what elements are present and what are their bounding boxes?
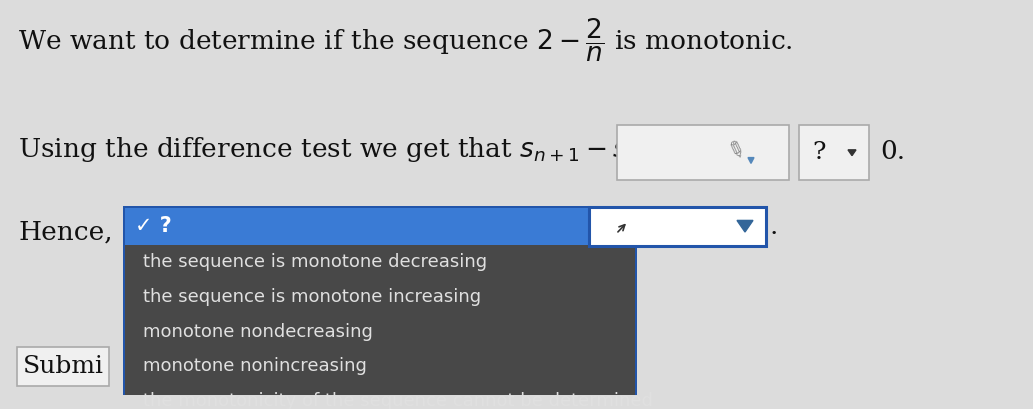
Text: 0.: 0. [880, 139, 905, 164]
Text: We want to determine if the sequence $2 - \dfrac{2}{n}$ is monotonic.: We want to determine if the sequence $2 … [18, 17, 792, 64]
Polygon shape [737, 220, 753, 232]
FancyBboxPatch shape [617, 125, 789, 180]
Text: the monotonicity of the sequence cannot be determined: the monotonicity of the sequence cannot … [143, 392, 653, 409]
Polygon shape [748, 157, 754, 163]
FancyBboxPatch shape [125, 245, 635, 409]
Polygon shape [848, 150, 856, 156]
FancyBboxPatch shape [17, 347, 109, 386]
Text: .: . [770, 214, 779, 239]
Text: ✎: ✎ [723, 139, 747, 164]
Text: Hence,: Hence, [18, 220, 113, 245]
Text: ✓ ?: ✓ ? [135, 216, 171, 236]
Text: the sequence is monotone decreasing: the sequence is monotone decreasing [143, 253, 488, 271]
FancyBboxPatch shape [123, 206, 637, 409]
FancyBboxPatch shape [799, 125, 869, 180]
Text: ?: ? [812, 141, 825, 164]
Text: Using the difference test we get that $s_{n+1} - s_n =$: Using the difference test we get that $s… [18, 135, 665, 164]
Text: Submi: Submi [23, 355, 103, 378]
FancyBboxPatch shape [125, 208, 635, 245]
Text: monotone nondecreasing: monotone nondecreasing [143, 323, 373, 341]
FancyBboxPatch shape [589, 207, 766, 245]
Text: the sequence is monotone increasing: the sequence is monotone increasing [143, 288, 481, 306]
Text: monotone nonincreasing: monotone nonincreasing [143, 357, 367, 375]
